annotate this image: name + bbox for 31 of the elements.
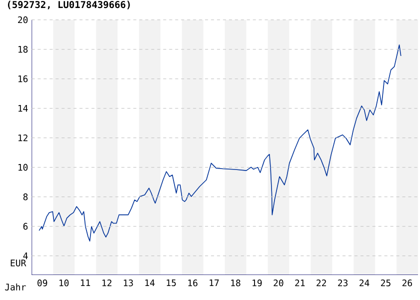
y-tick-label: 14 xyxy=(18,105,28,112)
y-axis-title: EUR xyxy=(10,260,26,266)
x-tick-label: 23 xyxy=(338,280,348,286)
y-tick-label: 18 xyxy=(18,46,28,53)
line-series xyxy=(38,44,402,242)
x-tick-label: 25 xyxy=(380,280,390,286)
x-tick-label: 19 xyxy=(252,280,262,286)
x-tick-label: 15 xyxy=(166,280,176,286)
chart-title: (592732, LU0178439666) xyxy=(8,0,130,10)
y-tick-label: 12 xyxy=(18,134,28,142)
x-tick-label: 24 xyxy=(360,280,370,286)
y-tick-label: 6 xyxy=(23,222,28,230)
y-tick-label: 8 xyxy=(23,193,28,200)
x-tick-label: 22 xyxy=(316,280,326,286)
y-tick-label: 4 xyxy=(23,252,28,260)
y-tick-label: 16 xyxy=(18,75,28,82)
x-tick-label: 20 xyxy=(274,280,284,286)
y-tick-label: 20 xyxy=(18,16,28,24)
x-tick-label: 13 xyxy=(124,280,133,286)
x-tick-label: 26 xyxy=(402,280,412,286)
x-tick-label: 21 xyxy=(295,280,305,286)
y-tick-label: 10 xyxy=(18,164,28,171)
x-tick-label: 09 xyxy=(38,280,48,286)
x-tick-label: 11 xyxy=(80,280,90,286)
x-tick-label: 17 xyxy=(210,280,219,286)
x-tick-label: 10 xyxy=(59,280,69,286)
x-axis-title: Jahr xyxy=(5,284,26,290)
x-tick-label: 14 xyxy=(145,280,155,286)
x-tick-label: 16 xyxy=(188,280,198,286)
x-tick-label: 12 xyxy=(102,280,112,286)
x-tick-label: 18 xyxy=(231,280,240,286)
